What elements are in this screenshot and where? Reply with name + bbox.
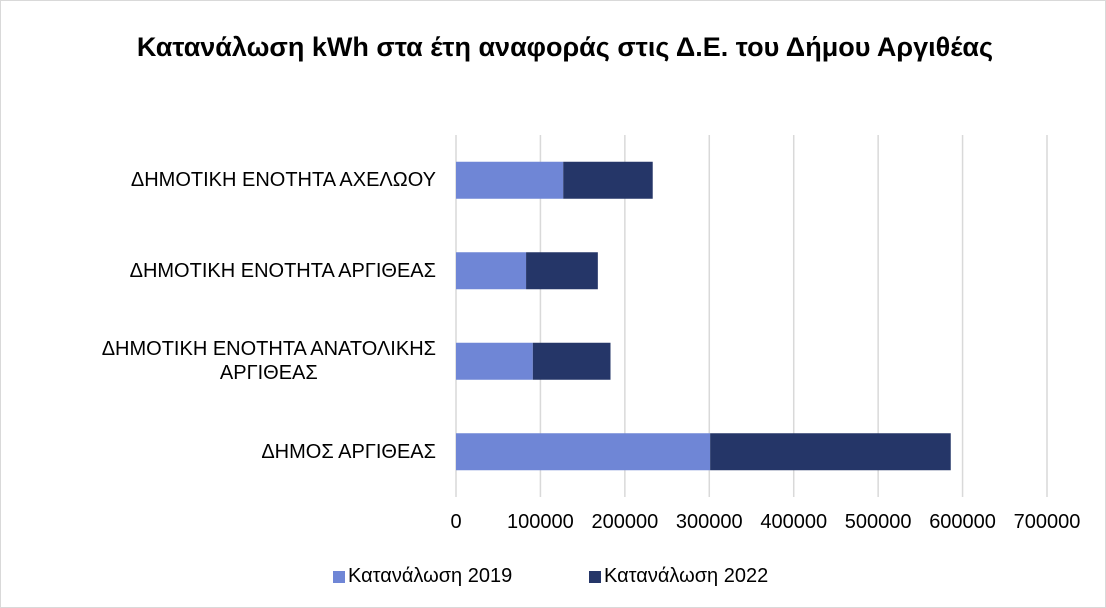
y-tick-label: ΔΗΜΟΤΙΚΗ ΕΝΟΤΗΤΑ ΑΡΓΙΘΕΑΣ xyxy=(129,259,436,282)
legend-swatch xyxy=(589,571,601,583)
x-tick-label: 100000 xyxy=(507,511,574,533)
bar xyxy=(710,433,951,471)
x-tick-label: 500000 xyxy=(844,511,912,533)
bar xyxy=(456,433,711,471)
x-tick-label: 700000 xyxy=(1013,511,1081,533)
bar xyxy=(532,342,611,380)
bar xyxy=(563,161,653,199)
x-tick-label: 600000 xyxy=(929,511,996,533)
legend-swatch xyxy=(333,571,345,583)
y-tick-label: ΔΗΜΟΤΙΚΗ ΕΝΟΤΗΤΑ ΑΧΕΛΩΟΥ xyxy=(130,169,436,192)
x-tick-label: 400000 xyxy=(760,511,828,533)
bar xyxy=(456,342,533,380)
x-tick-label: 0 xyxy=(450,511,462,533)
x-tick-label: 200000 xyxy=(591,511,659,533)
y-tick-label: ΔΗΜΟΣ ΑΡΓΙΘΕΑΣ xyxy=(261,440,436,463)
legend-label: Κατανάλωση 2022 xyxy=(604,565,769,587)
y-tick-label: ΔΗΜΟΤΙΚΗ ΕΝΟΤΗΤΑ ΑΝΑΤΟΛΙΚΗΣ ΑΡΓΙΘΕΑΣ xyxy=(101,338,436,385)
legend-label: Κατανάλωση 2019 xyxy=(348,565,513,587)
bar xyxy=(456,161,564,199)
bar xyxy=(526,252,598,290)
bar xyxy=(456,252,527,290)
chart-title: Κατανάλωση kWh στα έτη αναφοράς στις Δ.Ε… xyxy=(136,32,994,62)
x-tick-label: 300000 xyxy=(675,511,743,533)
